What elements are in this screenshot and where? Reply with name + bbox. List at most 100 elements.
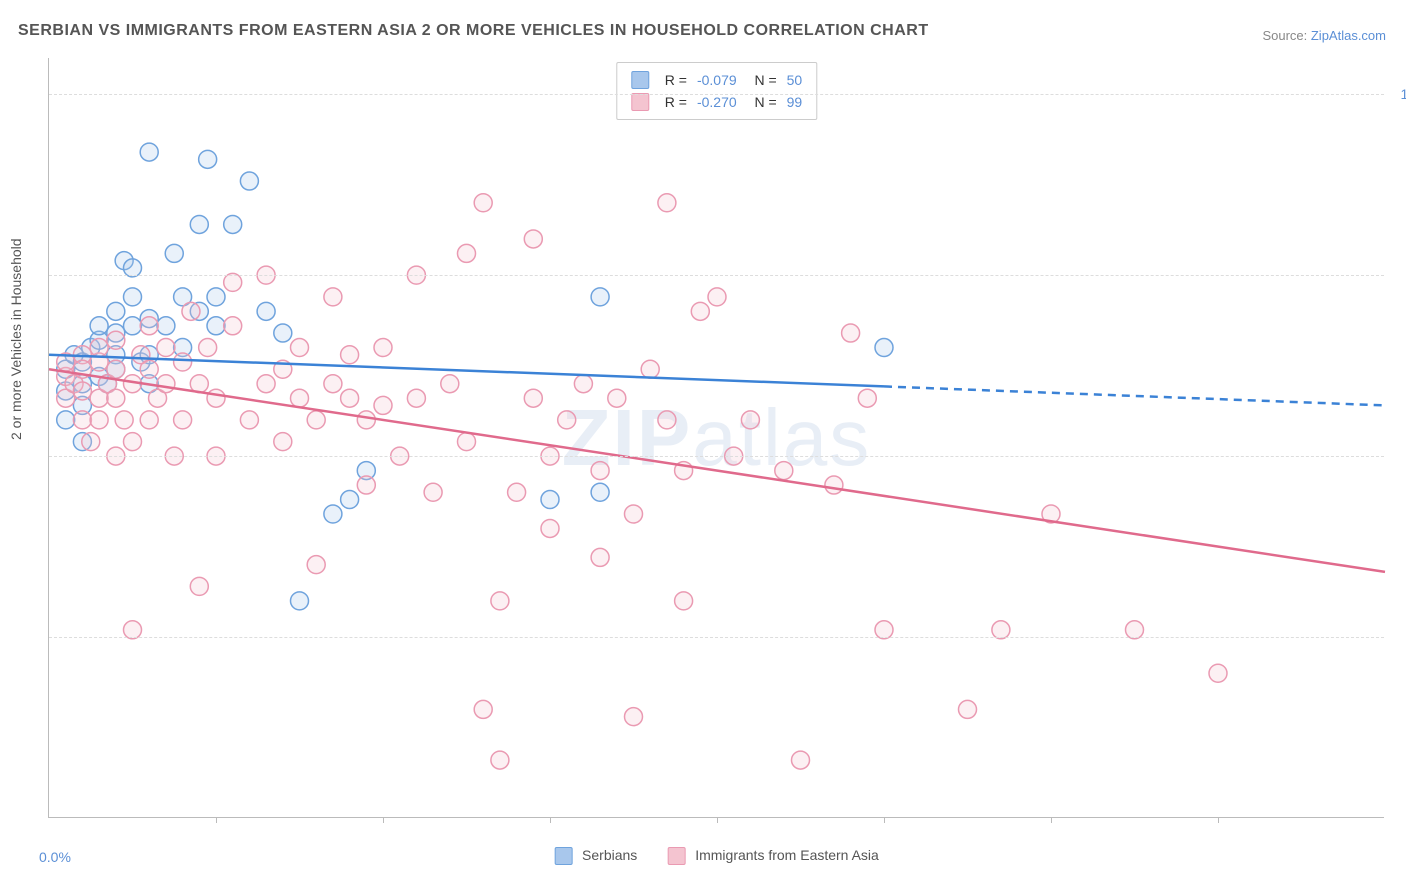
- data-point: [140, 317, 158, 335]
- data-point: [90, 339, 108, 357]
- data-point: [357, 476, 375, 494]
- data-point: [691, 302, 709, 320]
- ytick-label: 50.0%: [1388, 448, 1406, 464]
- data-point: [625, 505, 643, 523]
- data-point: [107, 389, 125, 407]
- source-attribution: Source: ZipAtlas.com: [1262, 28, 1386, 43]
- ytick-label: 75.0%: [1388, 267, 1406, 283]
- data-point: [115, 411, 133, 429]
- data-point: [291, 339, 309, 357]
- data-point: [374, 339, 392, 357]
- data-point: [1209, 664, 1227, 682]
- data-point: [57, 411, 75, 429]
- data-point: [741, 411, 759, 429]
- data-point: [207, 317, 225, 335]
- data-point: [441, 375, 459, 393]
- series-name-immigrants: Immigrants from Eastern Asia: [695, 847, 879, 863]
- gridline: [49, 94, 1384, 95]
- legend-item-immigrants: Immigrants from Eastern Asia: [667, 847, 879, 865]
- data-point: [207, 288, 225, 306]
- source-link[interactable]: ZipAtlas.com: [1311, 28, 1386, 43]
- data-point: [324, 505, 342, 523]
- data-point: [625, 708, 643, 726]
- data-point: [658, 411, 676, 429]
- xtick: [1051, 817, 1052, 823]
- data-point: [291, 389, 309, 407]
- data-point: [240, 172, 258, 190]
- data-point: [959, 700, 977, 718]
- data-point: [324, 288, 342, 306]
- plot-area: ZIPatlas R = -0.079 N = 50 R = -0.270 N …: [48, 58, 1384, 818]
- xtick-label-min: 0.0%: [39, 849, 71, 865]
- data-point: [775, 462, 793, 480]
- data-point: [90, 411, 108, 429]
- data-point: [407, 389, 425, 407]
- data-point: [307, 556, 325, 574]
- data-point: [165, 244, 183, 262]
- data-point: [508, 483, 526, 501]
- data-point: [491, 751, 509, 769]
- data-point: [708, 288, 726, 306]
- data-point: [591, 288, 609, 306]
- data-point: [474, 194, 492, 212]
- gridline: [49, 637, 1384, 638]
- data-point: [608, 389, 626, 407]
- swatch-serbians-bottom: [554, 847, 572, 865]
- data-point: [224, 317, 242, 335]
- data-point: [541, 519, 559, 537]
- data-point: [257, 375, 275, 393]
- ytick-label: 100.0%: [1388, 86, 1406, 102]
- data-point: [474, 700, 492, 718]
- data-point: [357, 411, 375, 429]
- xtick: [1218, 817, 1219, 823]
- data-point: [374, 396, 392, 414]
- xtick: [216, 817, 217, 823]
- data-point: [658, 194, 676, 212]
- data-point: [591, 462, 609, 480]
- data-point: [73, 382, 91, 400]
- data-point: [107, 331, 125, 349]
- data-point: [341, 346, 359, 364]
- swatch-immigrants-bottom: [667, 847, 685, 865]
- data-point: [842, 324, 860, 342]
- data-point: [341, 389, 359, 407]
- chart-title: SERBIAN VS IMMIGRANTS FROM EASTERN ASIA …: [18, 22, 929, 40]
- xtick: [717, 817, 718, 823]
- xtick: [383, 817, 384, 823]
- data-point: [491, 592, 509, 610]
- data-point: [124, 288, 142, 306]
- data-point: [199, 150, 217, 168]
- data-point: [574, 375, 592, 393]
- data-point: [257, 302, 275, 320]
- data-point: [157, 375, 175, 393]
- data-point: [541, 491, 559, 509]
- data-point: [140, 411, 158, 429]
- data-point: [140, 143, 158, 161]
- data-point: [182, 302, 200, 320]
- data-point: [641, 360, 659, 378]
- data-point: [157, 339, 175, 357]
- source-prefix: Source:: [1262, 28, 1310, 43]
- data-point: [324, 375, 342, 393]
- data-point: [591, 548, 609, 566]
- data-point: [524, 389, 542, 407]
- series-name-serbians: Serbians: [582, 847, 637, 863]
- ytick-label: 25.0%: [1388, 629, 1406, 645]
- data-point: [124, 317, 142, 335]
- data-point: [307, 411, 325, 429]
- data-point: [792, 751, 810, 769]
- gridline: [49, 275, 1384, 276]
- trendline-solid: [49, 369, 1385, 572]
- data-point: [875, 339, 893, 357]
- data-point: [424, 483, 442, 501]
- data-point: [524, 230, 542, 248]
- data-point: [458, 244, 476, 262]
- data-point: [207, 389, 225, 407]
- gridline: [49, 456, 1384, 457]
- data-point: [140, 360, 158, 378]
- data-point: [174, 353, 192, 371]
- data-point: [240, 411, 258, 429]
- data-point: [190, 215, 208, 233]
- data-point: [858, 389, 876, 407]
- data-point: [558, 411, 576, 429]
